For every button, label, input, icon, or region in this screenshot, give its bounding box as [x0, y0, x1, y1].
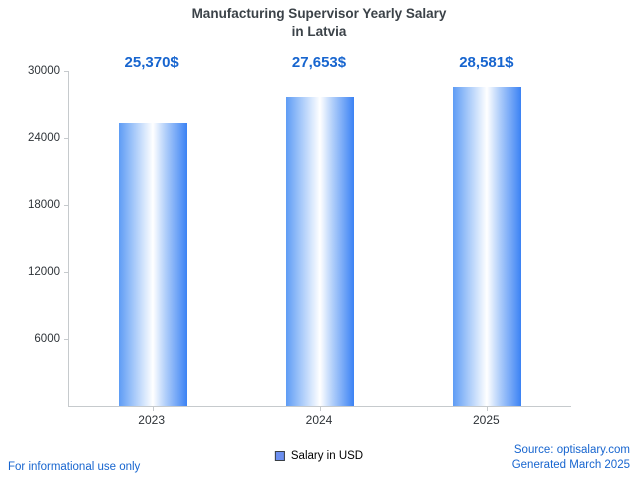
y-axis-tick-label: 6000: [34, 333, 60, 345]
bar-value-label-2025: 28,581$: [459, 54, 514, 71]
disclaimer-text: For informational use only: [8, 461, 141, 473]
x-axis-label-2025: 2025: [472, 413, 500, 427]
bar-2024: [286, 97, 354, 406]
y-axis-tick-mark: [64, 339, 69, 340]
y-axis-tick-mark: [64, 138, 69, 139]
y-axis-tick-mark: [64, 272, 69, 273]
y-axis-tick-mark: [64, 205, 69, 206]
source-block: Source: optisalary.com Generated March 2…: [512, 443, 630, 473]
x-axis-label-2023: 2023: [138, 413, 166, 427]
legend-swatch-icon: [274, 451, 285, 461]
bar-value-label-2023: 25,370$: [124, 54, 179, 71]
y-axis-tick-mark: [64, 71, 69, 72]
y-axis-tick-label: 24000: [28, 132, 60, 144]
generated-text: Generated March 2025: [511, 459, 630, 471]
bar-2023: [118, 122, 187, 406]
plot-area: [64, 71, 571, 411]
bar-2025: [453, 86, 522, 406]
legend-label: Salary in USD: [290, 450, 364, 462]
y-axis-tick-label: 12000: [28, 266, 60, 278]
x-axis-tick-mark: [152, 406, 154, 411]
chart-title-line1: Manufacturing Supervisor Yearly Salary: [191, 6, 447, 21]
x-axis-tick-mark: [487, 406, 489, 411]
legend: Salary in USD: [274, 450, 364, 462]
bar-value-label-2024: 27,653$: [291, 54, 347, 71]
x-axis-tick-mark: [320, 406, 321, 411]
y-axis-tick-label: 30000: [28, 65, 60, 77]
source-text: Source: optisalary.com: [513, 444, 630, 456]
chart-title-line2: in Latvia: [291, 23, 347, 39]
x-axis-label-2024: 2024: [305, 413, 333, 427]
chart-title: Manufacturing Supervisor Yearly Salary i…: [0, 5, 638, 41]
y-axis-tick-label: 18000: [28, 199, 60, 211]
